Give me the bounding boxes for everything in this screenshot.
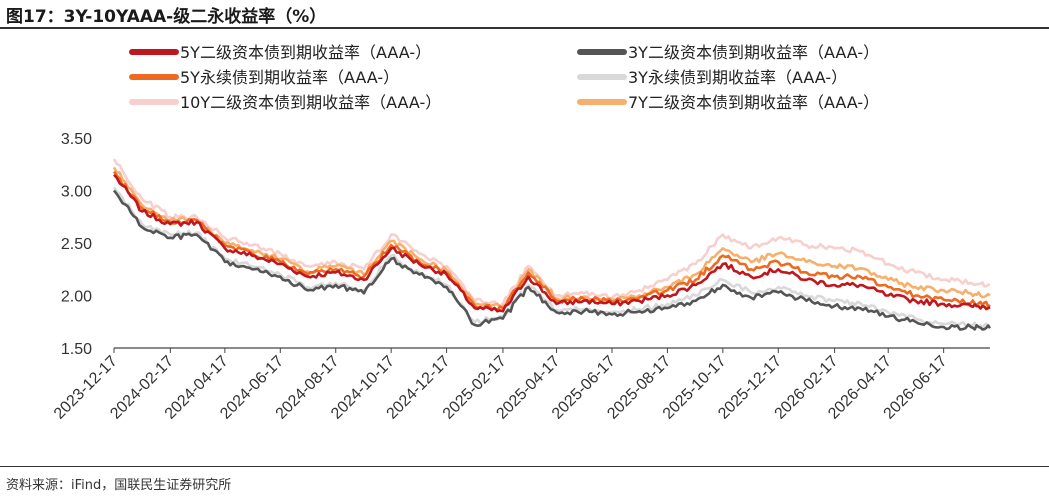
series-lines — [112, 158, 992, 331]
y-tick-label: 3.00 — [61, 184, 92, 201]
series-line — [113, 173, 991, 313]
legend-label: 5Y永续债到期收益率（AAA-） — [180, 68, 399, 87]
series-line — [112, 186, 991, 330]
y-tick-label: 3.50 — [61, 131, 92, 148]
chart-title: 图17：3Y-10YAAA-级二永收益率（%） — [6, 7, 327, 27]
legend-label: 3Y二级资本债到期收益率（AAA-） — [628, 43, 879, 62]
legend: 5Y二级资本债到期收益率（AAA-） 3Y二级资本债到期收益率（AAA-） 5Y永续… — [129, 43, 879, 112]
series-line — [112, 166, 991, 309]
legend-label: 5Y二级资本债到期收益率（AAA-） — [180, 43, 431, 62]
legend-label: 10Y二级资本债到期收益率（AAA-） — [180, 93, 441, 112]
series-line — [112, 189, 992, 331]
bottom-rule — [0, 466, 1049, 467]
legend-label: 3Y永续债到期收益率（AAA-） — [628, 68, 847, 87]
series-line — [112, 158, 991, 307]
y-tick-label: 1.50 — [61, 341, 92, 358]
legend-label: 7Y二级资本债到期收益率（AAA-） — [628, 93, 879, 112]
y-tick-label: 2.00 — [61, 289, 92, 306]
source-note: 资料来源：iFind，国联民生证券研究所 — [6, 478, 232, 493]
line-chart: 5Y二级资本债到期收益率（AAA-） 3Y二级资本债到期收益率（AAA-） 5Y永续… — [51, 43, 992, 423]
top-rule — [0, 27, 1049, 29]
y-tick-label: 2.50 — [61, 236, 92, 253]
